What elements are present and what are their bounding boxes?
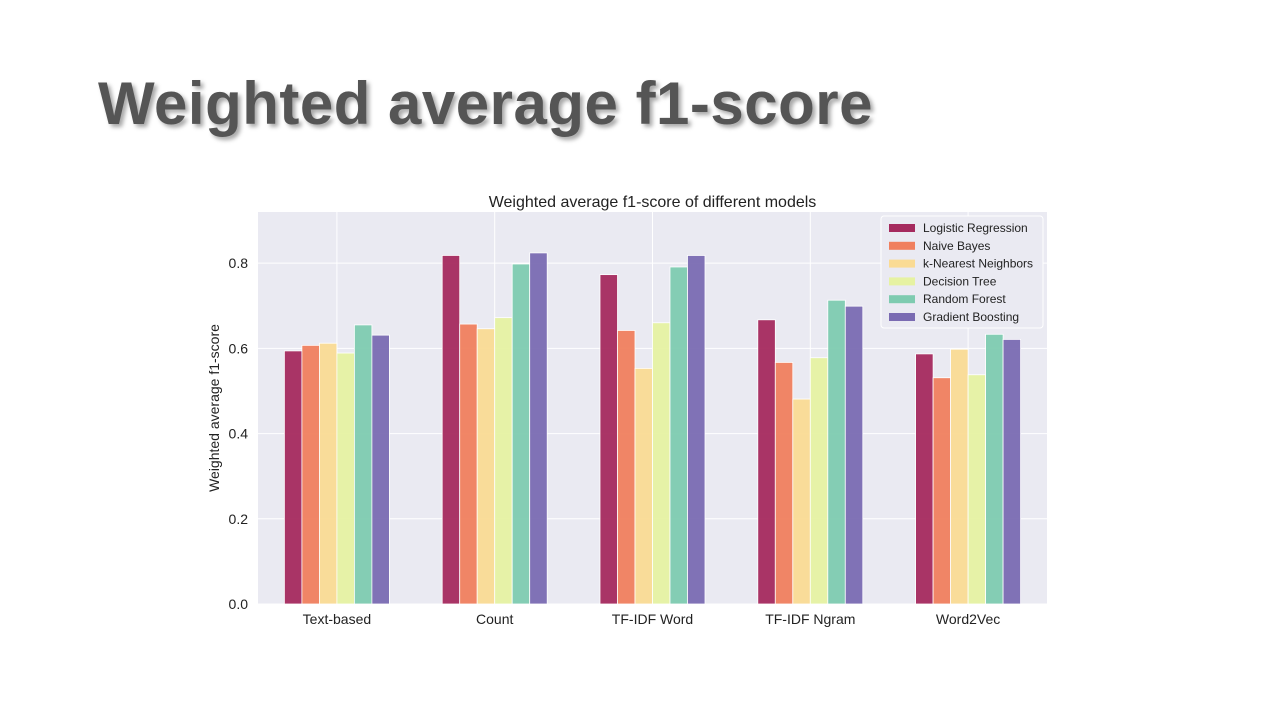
bar <box>950 348 969 605</box>
legend-swatch <box>889 259 915 268</box>
bar <box>371 334 390 605</box>
legend-label: Decision Tree <box>923 274 997 288</box>
bar <box>301 344 320 605</box>
y-tick-label: 0.8 <box>229 255 249 271</box>
bar <box>844 305 864 605</box>
bar <box>687 255 706 605</box>
bar <box>441 255 461 605</box>
bar <box>283 350 303 605</box>
bar <box>336 352 355 605</box>
legend-label: k-Nearest Neighbors <box>923 257 1033 271</box>
x-tick-label: Text-based <box>303 611 371 627</box>
bar <box>932 377 951 605</box>
bar <box>757 319 776 605</box>
x-tick-labels: Text-based Count TF-IDF Word TF-IDF Ngram Wo… <box>303 611 1001 627</box>
legend-swatch <box>889 224 915 232</box>
x-tick-label: TF-IDF Ngram <box>765 611 855 627</box>
legend-label: Logistic Regression <box>923 221 1028 235</box>
y-tick-label: 0.4 <box>229 426 249 442</box>
legend: Logistic Regression Naive Bayes k-Nearest … <box>880 215 1044 329</box>
x-tick-label: Word2Vec <box>936 611 1000 627</box>
x-tick-label: Count <box>476 611 513 627</box>
bar <box>827 299 846 605</box>
bar <box>459 323 478 605</box>
bar <box>1002 338 1021 605</box>
bar <box>494 317 513 605</box>
legend-label: Gradient Boosting <box>923 310 1019 324</box>
x-tick-label: TF-IDF Word <box>612 611 693 627</box>
y-tick-label: 0.2 <box>229 511 249 527</box>
chart-title: Weighted average f1-score of different m… <box>489 194 817 211</box>
bar <box>985 333 1004 605</box>
bars <box>283 252 1021 605</box>
y-tick-label: 0.6 <box>229 340 249 356</box>
legend-label: Random Forest <box>923 292 1006 306</box>
bar <box>774 362 794 605</box>
bar <box>809 357 829 605</box>
legend-swatch <box>889 313 915 321</box>
bar <box>669 266 688 605</box>
bar <box>967 374 986 605</box>
bar <box>599 274 618 605</box>
bar <box>652 322 671 605</box>
legend-swatch <box>889 277 915 286</box>
legend-box <box>880 215 1044 329</box>
y-tick-labels: 0.0 0.2 0.4 0.6 0.8 <box>229 255 249 612</box>
bar <box>529 252 548 605</box>
legend-label: Naive Bayes <box>923 239 990 253</box>
y-tick-label: 0.0 <box>229 596 249 612</box>
bar <box>353 324 373 605</box>
slide-title: Weighted average f1-score <box>98 70 874 137</box>
bar <box>617 330 636 605</box>
bar <box>792 398 811 605</box>
bar <box>476 328 496 605</box>
bar <box>511 263 531 605</box>
y-axis-label: Weighted average f1-score <box>206 324 222 492</box>
bar <box>915 353 934 605</box>
legend-swatch <box>889 295 915 304</box>
bar <box>634 367 653 605</box>
legend-swatch <box>889 241 915 250</box>
bar <box>318 342 338 605</box>
